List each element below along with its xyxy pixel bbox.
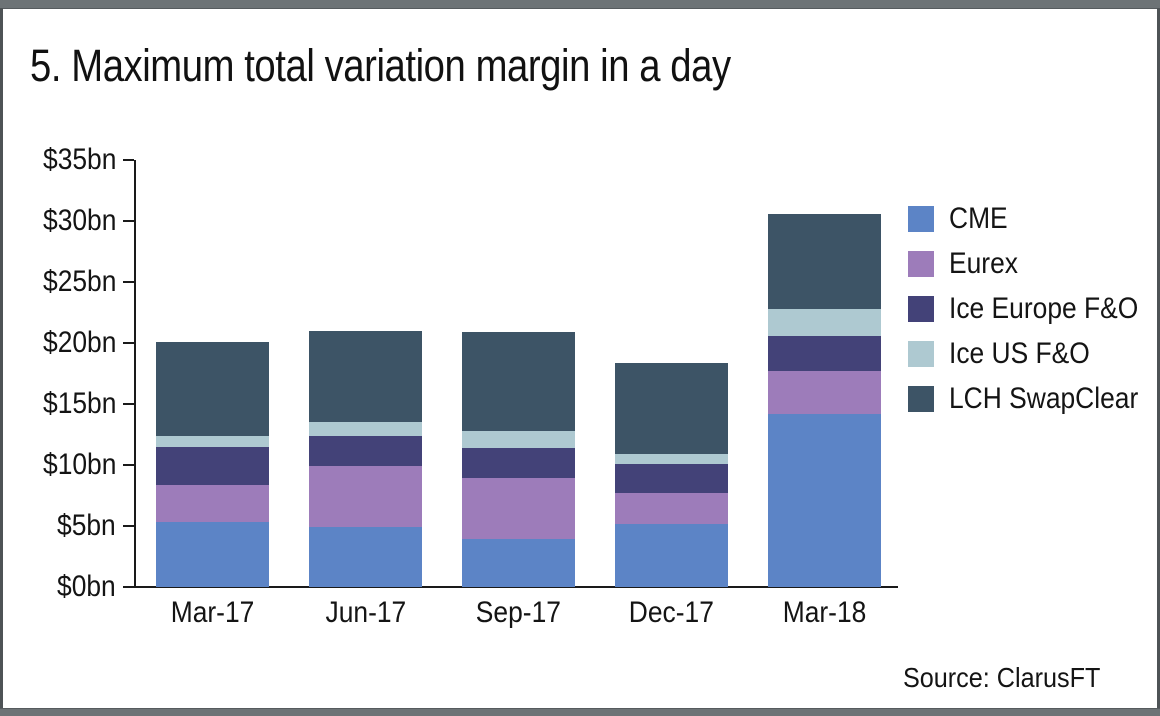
y-axis-line: [134, 160, 136, 588]
bar-segment-cme: [309, 527, 422, 587]
x-axis-label: Mar-17: [128, 597, 298, 629]
bar-segment-cme: [615, 523, 728, 587]
legend-swatch: [908, 341, 934, 367]
y-tick-mark: [123, 464, 134, 466]
bar-segment-lch-swapclear: [156, 341, 269, 436]
bar-segment-lch-swapclear: [768, 213, 881, 309]
frame-bottom-band: [0, 708, 1160, 716]
y-tick-mark: [123, 159, 134, 161]
bar-segment-ice-us-f-o: [615, 454, 728, 464]
y-tick-label: $35bn: [0, 144, 116, 176]
y-tick-label-text: $20bn: [42, 326, 116, 359]
bar-segment-ice-us-f-o: [462, 430, 575, 448]
legend-item: Eurex: [908, 247, 1027, 280]
x-axis-line: [134, 586, 898, 588]
x-axis-label-text: Mar-17: [170, 596, 255, 629]
y-tick-mark: [123, 281, 134, 283]
bar-segment-ice-us-f-o: [156, 435, 269, 447]
legend-label: Ice Europe F&O: [949, 292, 1139, 325]
bar-segment-ice-europe-f-o: [309, 435, 422, 467]
y-tick-label-text: $30bn: [42, 204, 116, 237]
y-tick-mark: [123, 586, 134, 588]
legend-swatch: [908, 386, 934, 412]
legend-label: CME: [949, 202, 1008, 235]
y-tick-label: $25bn: [0, 266, 116, 298]
y-tick-label-text: $15bn: [42, 387, 116, 420]
bar-segment-ice-europe-f-o: [768, 335, 881, 372]
x-axis-label-text: Mar-18: [782, 596, 867, 629]
x-axis-label: Sep-17: [434, 597, 604, 629]
x-axis-label: Dec-17: [587, 597, 757, 629]
bar-segment-eurex: [768, 371, 881, 414]
bar-segment-ice-europe-f-o: [615, 463, 728, 494]
y-tick-label-text: $35bn: [42, 143, 116, 176]
y-tick-label-text: $25bn: [42, 265, 116, 298]
bar-segment-ice-europe-f-o: [462, 447, 575, 479]
bar-segment-cme: [156, 522, 269, 587]
bar-segment-cme: [462, 539, 575, 587]
y-tick-label: $15bn: [0, 388, 116, 420]
legend-item: Ice US F&O: [908, 337, 1109, 370]
frame-top-band: [0, 0, 1160, 9]
y-tick-mark: [123, 525, 134, 527]
legend-item: CME: [908, 202, 1016, 235]
x-axis-label: Mar-18: [740, 597, 910, 629]
bar-segment-eurex: [462, 478, 575, 540]
y-tick-label: $20bn: [0, 327, 116, 359]
y-tick-mark: [123, 342, 134, 344]
legend-swatch: [908, 206, 934, 232]
x-axis-label: Jun-17: [281, 597, 451, 629]
frame-right-border: [1157, 8, 1160, 708]
x-axis-label-text: Jun-17: [325, 596, 406, 629]
chart-title: 5. Maximum total variation margin in a d…: [30, 40, 731, 91]
y-tick-label: $10bn: [0, 449, 116, 481]
source-note: Source: ClarusFT: [902, 662, 1100, 693]
y-tick-label-text: $10bn: [42, 448, 116, 481]
legend-item: Ice Europe F&O: [908, 292, 1160, 325]
x-axis-label-text: Sep-17: [475, 596, 562, 629]
legend-label: Eurex: [949, 247, 1018, 280]
y-tick-label-text: $5bn: [57, 509, 116, 542]
bar-segment-eurex: [156, 484, 269, 523]
x-axis-label-text: Dec-17: [628, 596, 715, 629]
y-tick-label: $30bn: [0, 205, 116, 237]
bar-segment-ice-europe-f-o: [156, 446, 269, 485]
legend-swatch: [908, 251, 934, 277]
bar-segment-eurex: [309, 466, 422, 528]
legend-label: LCH SwapClear: [949, 382, 1139, 415]
legend-swatch: [908, 296, 934, 322]
bar-segment-lch-swapclear: [462, 332, 575, 431]
frame-left-border: [0, 8, 3, 708]
bar-segment-ice-us-f-o: [309, 422, 422, 436]
bar-segment-lch-swapclear: [309, 330, 422, 423]
y-tick-mark: [123, 220, 134, 222]
y-tick-mark: [123, 403, 134, 405]
y-tick-label: $5bn: [0, 510, 116, 542]
bar-segment-cme: [768, 413, 881, 587]
y-tick-label: $0bn: [0, 571, 116, 603]
legend-item: LCH SwapClear: [908, 382, 1160, 415]
legend-label: Ice US F&O: [949, 337, 1090, 370]
y-tick-label-text: $0bn: [57, 570, 116, 603]
bar-segment-ice-us-f-o: [768, 308, 881, 336]
bar-segment-lch-swapclear: [615, 362, 728, 455]
bar-segment-eurex: [615, 493, 728, 524]
